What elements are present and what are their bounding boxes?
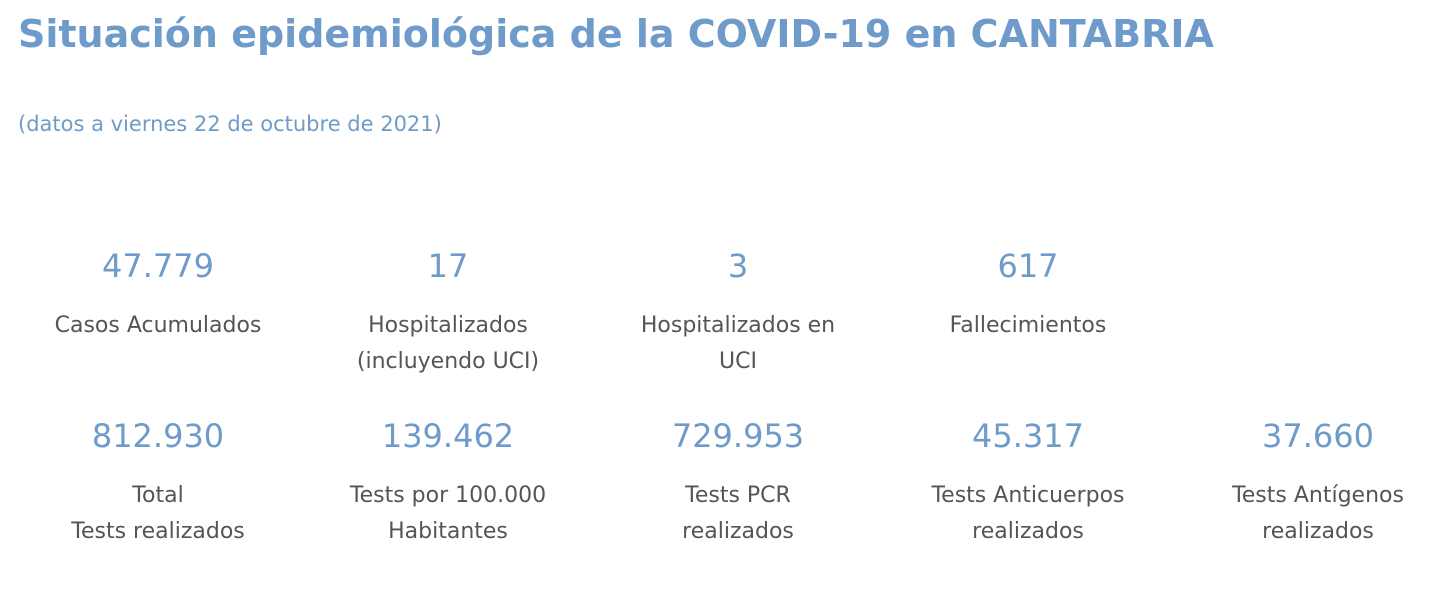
stat-value: 139.462: [381, 417, 515, 455]
stat-value: 47.779: [102, 247, 214, 285]
stat-label: Tests Anticuerpos realizados: [931, 483, 1125, 544]
stat-hospitalizados: 17 Hospitalizados (incluyendo UCI): [303, 246, 593, 380]
stat-tests-pcr: 729.953 Tests PCR realizados: [593, 416, 883, 550]
stat-tests-antigenos: 37.660 Tests Antígenos realizados: [1173, 416, 1438, 550]
stat-tests-por-100000: 139.462 Tests por 100.000 Habitantes: [303, 416, 593, 550]
stat-value: 729.953: [671, 417, 805, 455]
stat-value: 812.930: [91, 417, 225, 455]
stat-label: Total Tests realizados: [71, 483, 245, 544]
stat-casos-acumulados: 47.779 Casos Acumulados: [13, 246, 303, 344]
stat-value: 3: [727, 247, 749, 285]
stat-label: Hospitalizados en UCI: [640, 313, 836, 374]
stat-fallecimientos: 617 Fallecimientos: [883, 246, 1173, 344]
stat-label: Hospitalizados (incluyendo UCI): [356, 313, 540, 374]
stat-hospitalizados-uci: 3 Hospitalizados en UCI: [593, 246, 883, 380]
stat-label: Tests Antígenos realizados: [1232, 483, 1404, 544]
stat-value: 17: [427, 247, 469, 285]
report-date: (datos a viernes 22 de octubre de 2021): [18, 112, 442, 136]
page-title: Situación epidemiológica de la COVID-19 …: [18, 12, 1214, 56]
stat-tests-anticuerpos: 45.317 Tests Anticuerpos realizados: [883, 416, 1173, 550]
stat-value: 617: [997, 247, 1059, 285]
stat-value: 37.660: [1262, 417, 1374, 455]
stat-value: 45.317: [972, 417, 1084, 455]
stat-label: Tests PCR realizados: [682, 483, 794, 544]
stat-label: Tests por 100.000 Habitantes: [349, 483, 547, 544]
stat-label: Casos Acumulados: [54, 313, 262, 338]
stat-label: Fallecimientos: [949, 313, 1107, 338]
stat-total-tests: 812.930 Total Tests realizados: [13, 416, 303, 550]
